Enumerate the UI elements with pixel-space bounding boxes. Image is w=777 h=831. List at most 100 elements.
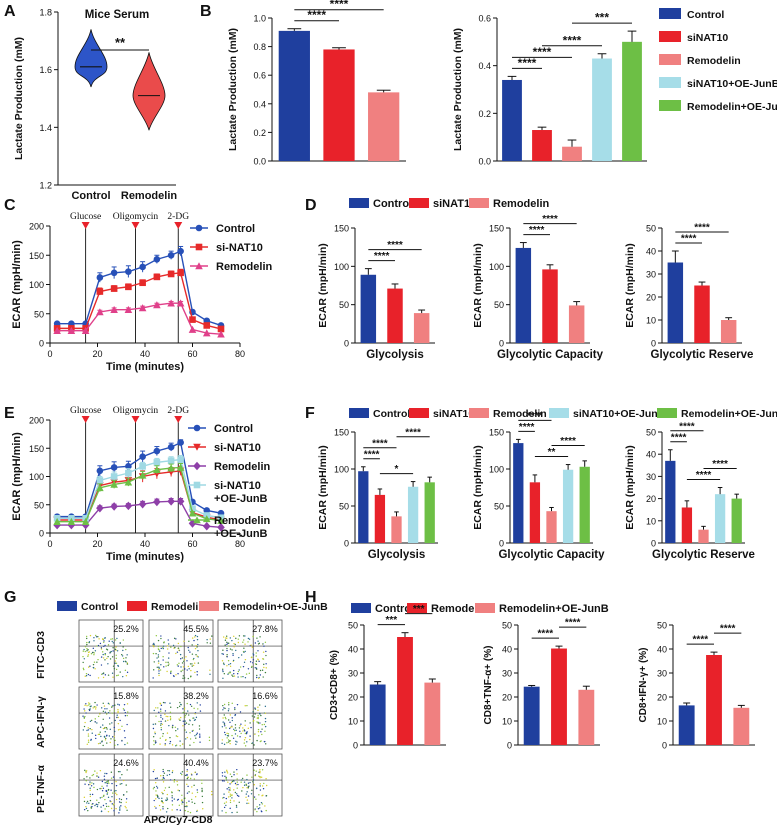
- panel-e-x-tick-label: 20: [92, 539, 102, 549]
- panel-g-event-dot: [160, 714, 162, 717]
- panel-g-event-dot: [89, 674, 91, 677]
- panel-g-row-label: FITC-CD3: [35, 631, 47, 679]
- panel-g-event-dot: [103, 735, 106, 738]
- panel-g-event-dot: [171, 744, 174, 746]
- panel-g-event-dot: [125, 807, 127, 809]
- panel-f-1-bar: [424, 482, 435, 543]
- panel-g-event-dot: [190, 705, 193, 708]
- panel-b2-bar: [592, 58, 612, 162]
- panel-g-event-dot: [255, 655, 257, 657]
- panel-g-event-dot: [82, 661, 84, 664]
- panel-g-event-dot: [172, 644, 175, 647]
- panel-g-event-dot: [177, 798, 180, 801]
- panel-g-event-dot: [186, 805, 188, 808]
- panel-g-event-dot: [259, 669, 262, 672]
- panel-g-event-dot: [233, 675, 236, 677]
- panel-g-percent: 45.5%: [183, 624, 209, 634]
- panel-e-x-label: Time (minutes): [106, 551, 184, 563]
- panel-d-3-bar: [667, 262, 684, 343]
- panel-a-violin: [74, 29, 108, 88]
- panel-g-event-dot: [201, 779, 203, 781]
- panel-g-event-dot: [244, 720, 246, 722]
- panel-g-event-dot: [265, 650, 267, 653]
- panel-g-event-dot: [86, 776, 88, 778]
- panel-d-1-x-label: Glycolysis: [366, 349, 424, 361]
- panel-c-x-tick-label: 60: [187, 349, 197, 359]
- panel-g-event-dot: [112, 646, 114, 649]
- panel-g-event-dot: [89, 720, 92, 723]
- panel-g-event-dot: [235, 637, 237, 640]
- panel-g-event-dot: [87, 741, 90, 743]
- panel-g-event-dot: [255, 787, 258, 790]
- panel-g-event-dot: [243, 784, 246, 786]
- panel-g-event-dot: [186, 774, 188, 776]
- panel-h-3-y-tick-label: 30: [657, 669, 667, 679]
- panel-g-event-dot: [227, 710, 230, 712]
- panel-g-event-dot: [223, 673, 226, 675]
- panel-g-event-dot: [182, 677, 184, 680]
- panel-g-event-dot: [101, 785, 103, 788]
- panel-g-event-dot: [189, 703, 192, 706]
- panel-g-event-dot: [158, 667, 160, 669]
- panel-g-event-dot: [190, 675, 192, 677]
- panel-g-event-dot: [261, 769, 264, 771]
- panel-g-event-dot: [99, 797, 102, 799]
- panel-f-legend-swatch: [349, 408, 369, 418]
- panel-g-event-dot: [126, 809, 128, 811]
- panel-g-event-dot: [208, 736, 211, 739]
- panel-g-event-dot: [194, 802, 196, 805]
- panel-g-event-dot: [243, 739, 246, 741]
- panel-g-event-dot: [87, 735, 90, 737]
- panel-g-event-dot: [103, 727, 106, 729]
- panel-g-event-dot: [184, 716, 186, 718]
- panel-g-event-dot: [195, 716, 198, 719]
- panel-g-event-dot: [227, 741, 230, 743]
- panel-g-event-dot: [196, 791, 199, 794]
- panel-g-event-dot: [176, 809, 178, 811]
- panel-g-event-dot: [162, 777, 165, 779]
- panel-g-event-dot: [233, 729, 236, 732]
- panel-b1-y-tick-label: 0.0: [253, 157, 266, 167]
- panel-e-data-point: [153, 497, 161, 507]
- panel-b2-sig-label: ****: [518, 56, 537, 70]
- panel-e-series-line: [57, 441, 222, 518]
- panel-g-event-dot: [170, 646, 172, 648]
- panel-g-event-dot: [124, 805, 126, 808]
- panel-e-data-point: [176, 497, 185, 506]
- panel-g-event-dot: [226, 769, 228, 772]
- panel-g-event-dot: [182, 720, 184, 722]
- panel-g-event-dot: [187, 776, 189, 779]
- panel-g-event-dot: [107, 810, 110, 813]
- panel-g-event-dot: [96, 799, 98, 801]
- panel-g-event-dot: [107, 780, 109, 782]
- panel-g-event-dot: [99, 769, 102, 772]
- panel-g-event-dot: [105, 789, 107, 792]
- panel-g-event-dot: [188, 668, 190, 670]
- panel-g-event-dot: [191, 653, 194, 655]
- panel-g-event-dot: [186, 777, 189, 780]
- panel-g-event-dot: [93, 654, 95, 656]
- panel-b1-bar: [323, 49, 355, 161]
- panel-g-event-dot: [183, 708, 186, 710]
- panel-g-event-dot: [102, 672, 105, 674]
- panel-g-event-dot: [109, 723, 111, 725]
- panel-e-y-tick-label: 150: [29, 444, 44, 454]
- panel-g-event-dot: [235, 784, 238, 786]
- panel-f-3-bar: [698, 529, 709, 543]
- panel-e-legend-marker: [193, 443, 201, 451]
- panel-f-1-bar: [391, 516, 402, 543]
- panel-g-event-dot: [158, 672, 160, 675]
- panel-g-event-dot: [229, 799, 232, 802]
- panel-g-event-dot: [162, 645, 165, 647]
- panel-g-event-dot: [260, 714, 262, 717]
- panel-c-y-tick-label: 0: [39, 339, 44, 349]
- panel-d-2-y-tick-label: 50: [494, 300, 504, 310]
- panel-g-event-dot: [97, 715, 100, 718]
- panel-g-event-dot: [246, 731, 248, 733]
- panel-label-d: D: [305, 197, 317, 214]
- panel-h-2-sig-label: ****: [538, 629, 554, 640]
- panel-g-event-dot: [152, 770, 155, 773]
- panel-e-legend-marker: [193, 461, 201, 471]
- panel-g-event-dot: [194, 647, 197, 650]
